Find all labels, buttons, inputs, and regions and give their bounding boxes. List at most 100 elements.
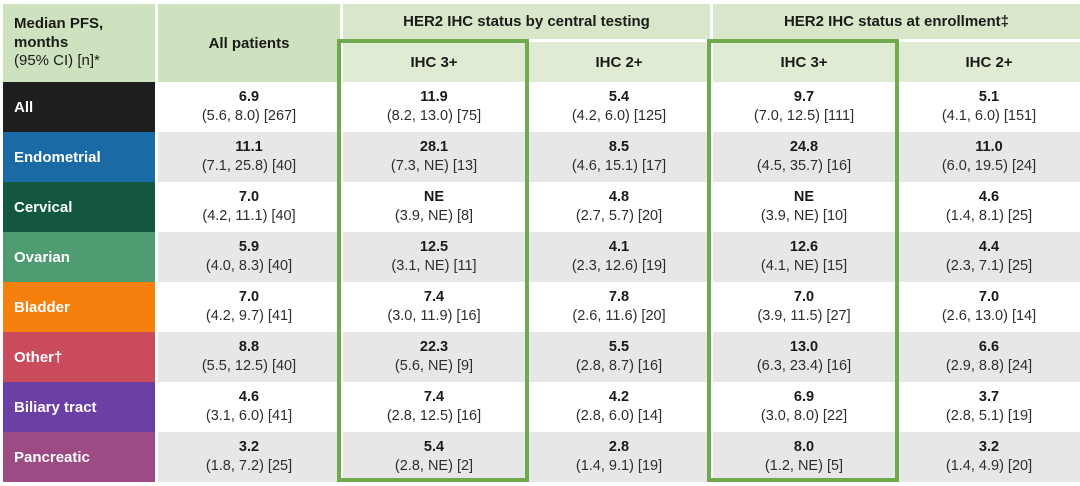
ci-value: (4.0, 8.3) [40] — [205, 258, 293, 274]
ci-value: (6.0, 19.5) [24] — [941, 158, 1037, 174]
ci-value: (5.5, 12.5) [40] — [201, 358, 297, 374]
median-value: 7.0 — [238, 188, 260, 205]
cell-endometrial-allpatients: 11.1 (7.1, 25.8) [40] — [155, 132, 340, 182]
table-header: Median PFS, months (95% CI) [n]* All pat… — [3, 4, 1080, 82]
median-value: 6.9 — [793, 388, 815, 405]
cell-other-central-ihc2: 5.5 (2.8, 8.7) [16] — [525, 332, 710, 382]
cell-all-central-ihc3: 11.9 (8.2, 13.0) [75] — [340, 82, 525, 132]
median-value: 3.7 — [978, 388, 1000, 405]
corner-line-2: months — [14, 33, 69, 51]
median-value: 4.2 — [608, 388, 630, 405]
median-value: 7.4 — [423, 388, 445, 405]
ci-value: (2.6, 11.6) [20] — [572, 308, 666, 324]
cell-cervical-central-ihc3: NE (3.9, NE) [8] — [340, 182, 525, 232]
cell-ovarian-central-ihc3: 12.5 (3.1, NE) [11] — [340, 232, 525, 282]
median-value: 7.0 — [793, 288, 815, 305]
cell-bladder-central-ihc3: 7.4 (3.0, 11.9) [16] — [340, 282, 525, 332]
cell-biliary-allpatients: 4.6 (3.1, 6.0) [41] — [155, 382, 340, 432]
cell-pancreatic-central-ihc3: 5.4 (2.8, NE) [2] — [340, 432, 525, 482]
cell-ovarian-central-ihc2: 4.1 (2.3, 12.6) [19] — [525, 232, 710, 282]
cell-all-central-ihc2: 5.4 (4.2, 6.0) [125] — [525, 82, 710, 132]
ci-value: (2.8, 6.0) [14] — [575, 408, 663, 424]
median-value: 4.8 — [608, 188, 630, 205]
ci-value: (2.8, NE) [2] — [394, 458, 474, 474]
corner-line-1: Median PFS, — [14, 14, 104, 32]
ci-value: (4.2, 11.1) [40] — [202, 208, 296, 224]
cell-cervical-allpatients: 7.0 (4.2, 11.1) [40] — [155, 182, 340, 232]
median-value: 5.4 — [608, 88, 630, 105]
cell-biliary-central-ihc3: 7.4 (2.8, 12.5) [16] — [340, 382, 525, 432]
median-value: 11.9 — [420, 88, 448, 105]
row-label-other: Other† — [3, 332, 155, 382]
row-label-endometrial: Endometrial — [3, 132, 155, 182]
median-value: 11.0 — [975, 138, 1003, 155]
ci-value: (4.1, NE) [15] — [760, 258, 848, 274]
median-value: 5.4 — [423, 438, 445, 455]
median-value: 13.0 — [789, 338, 819, 355]
cell-ovarian-allpatients: 5.9 (4.0, 8.3) [40] — [155, 232, 340, 282]
cell-bladder-enrollment-ihc3: 7.0 (3.9, 11.5) [27] — [710, 282, 895, 332]
cell-bladder-central-ihc2: 7.8 (2.6, 11.6) [20] — [525, 282, 710, 332]
row-label-biliary-tract: Biliary tract — [3, 382, 155, 432]
table-row-all: All 6.9 (5.6, 8.0) [267] 11.9 (8.2, 13.0… — [3, 82, 1080, 132]
ci-value: (3.9, NE) [10] — [760, 208, 848, 224]
table-row-pancreatic: Pancreatic 3.2 (1.8, 7.2) [25] 5.4 (2.8,… — [3, 432, 1080, 482]
ci-value: (6.3, 23.4) [16] — [756, 358, 852, 374]
subheader-enrollment-ihc2: IHC 2+ — [895, 42, 1080, 82]
median-value: 2.8 — [608, 438, 630, 455]
cell-cervical-central-ihc2: 4.8 (2.7, 5.7) [20] — [525, 182, 710, 232]
ci-value: (1.8, 7.2) [25] — [205, 458, 293, 474]
table-row-biliary-tract: Biliary tract 4.6 (3.1, 6.0) [41] 7.4 (2… — [3, 382, 1080, 432]
median-value: 7.4 — [423, 288, 445, 305]
median-value: NE — [423, 188, 445, 205]
cell-cervical-enrollment-ihc2: 4.6 (1.4, 8.1) [25] — [895, 182, 1080, 232]
median-value: 5.9 — [238, 238, 260, 255]
ci-value: (2.9, 8.8) [24] — [945, 358, 1033, 374]
ci-value: (2.6, 13.0) [14] — [941, 308, 1037, 324]
median-value: 3.2 — [978, 438, 1000, 455]
table-row-other: Other† 8.8 (5.5, 12.5) [40] 22.3 (5.6, N… — [3, 332, 1080, 382]
median-value: 7.0 — [978, 288, 1000, 305]
median-value: 5.5 — [608, 338, 630, 355]
ci-value: (4.1, 6.0) [151] — [941, 108, 1037, 124]
cell-pancreatic-enrollment-ihc2: 3.2 (1.4, 4.9) [20] — [895, 432, 1080, 482]
median-value: 9.7 — [793, 88, 815, 105]
cell-all-enrollment-ihc2: 5.1 (4.1, 6.0) [151] — [895, 82, 1080, 132]
row-label-cervical: Cervical — [3, 182, 155, 232]
table-row-ovarian: Ovarian 5.9 (4.0, 8.3) [40] 12.5 (3.1, N… — [3, 232, 1080, 282]
median-value: 8.5 — [608, 138, 630, 155]
median-value: 7.0 — [238, 288, 260, 305]
ci-value: (2.8, 8.7) [16] — [575, 358, 663, 374]
table-row-cervical: Cervical 7.0 (4.2, 11.1) [40] NE (3.9, N… — [3, 182, 1080, 232]
ci-value: (5.6, NE) [9] — [394, 358, 474, 374]
ci-value: (3.0, 11.9) [16] — [387, 308, 481, 324]
ci-value: (8.2, 13.0) [75] — [386, 108, 482, 124]
ci-value: (2.3, 12.6) [19] — [571, 258, 667, 274]
cell-endometrial-central-ihc2: 8.5 (4.6, 15.1) [17] — [525, 132, 710, 182]
cell-endometrial-central-ihc3: 28.1 (7.3, NE) [13] — [340, 132, 525, 182]
cell-bladder-allpatients: 7.0 (4.2, 9.7) [41] — [155, 282, 340, 332]
ci-value: (2.3, 7.1) [25] — [945, 258, 1033, 274]
median-value: 6.9 — [238, 88, 260, 105]
cell-all-enrollment-ihc3: 9.7 (7.0, 12.5) [111] — [710, 82, 895, 132]
median-value: 22.3 — [419, 338, 449, 355]
subheader-enrollment-ihc3: IHC 3+ — [710, 42, 895, 82]
ci-value: (3.0, 8.0) [22] — [760, 408, 848, 424]
row-label-ovarian: Ovarian — [3, 232, 155, 282]
cell-biliary-central-ihc2: 4.2 (2.8, 6.0) [14] — [525, 382, 710, 432]
table-row-bladder: Bladder 7.0 (4.2, 9.7) [41] 7.4 (3.0, 11… — [3, 282, 1080, 332]
ci-value: (1.4, 9.1) [19] — [575, 458, 663, 474]
cell-other-allpatients: 8.8 (5.5, 12.5) [40] — [155, 332, 340, 382]
table-row-endometrial: Endometrial 11.1 (7.1, 25.8) [40] 28.1 (… — [3, 132, 1080, 182]
median-value: 4.6 — [238, 388, 260, 405]
ci-value: (4.6, 15.1) [17] — [571, 158, 667, 174]
cell-ovarian-enrollment-ihc3: 12.6 (4.1, NE) [15] — [710, 232, 895, 282]
cell-other-central-ihc3: 22.3 (5.6, NE) [9] — [340, 332, 525, 382]
median-value: 5.1 — [978, 88, 1000, 105]
median-value: 6.6 — [978, 338, 1000, 355]
cell-other-enrollment-ihc3: 13.0 (6.3, 23.4) [16] — [710, 332, 895, 382]
ci-value: (1.2, NE) [5] — [764, 458, 844, 474]
corner-line-3: (95% CI) [n]* — [14, 52, 100, 70]
cell-endometrial-enrollment-ihc2: 11.0 (6.0, 19.5) [24] — [895, 132, 1080, 182]
cell-bladder-enrollment-ihc2: 7.0 (2.6, 13.0) [14] — [895, 282, 1080, 332]
